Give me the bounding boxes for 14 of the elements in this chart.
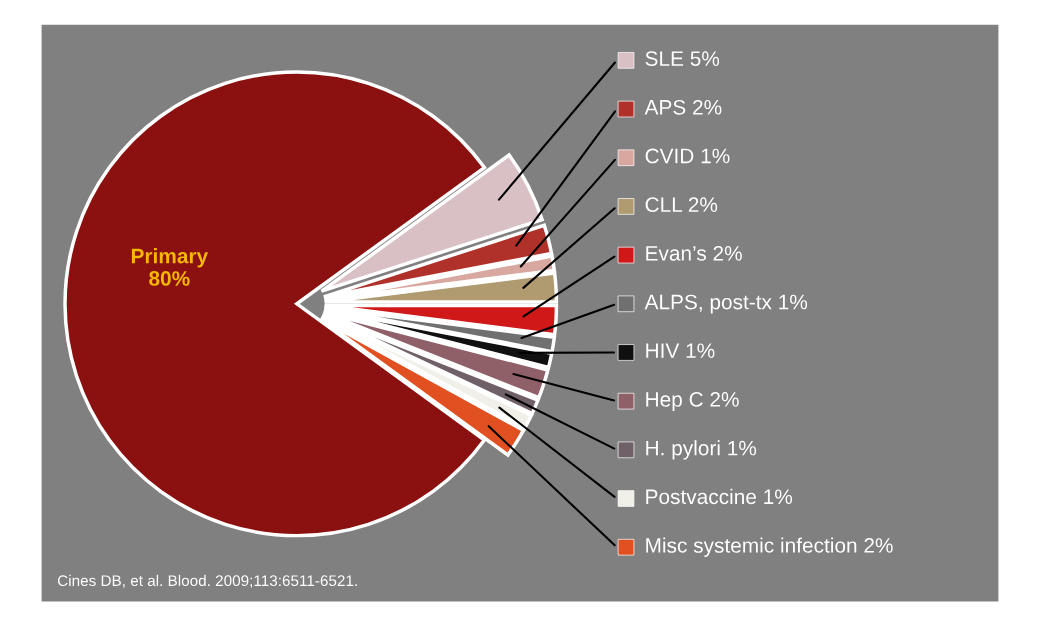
legend-label: CLL 2% [645,197,718,213]
legend-label: H. pylori 1% [646,440,757,460]
legend-label: ALPS, post-tx 1% [644,294,808,314]
legend-label: SLE 5% [645,51,720,66]
legend-label: CVID 1% [645,148,730,164]
data-label: 80% [149,271,190,286]
legend-label: Postvaccine 1% [646,488,793,505]
legend-label: Evan’s 2% [646,245,742,261]
legend-label: HIV 1% [646,343,715,358]
slice-label: Primary [131,248,209,268]
legend-label: APS 2% [644,99,722,115]
legend-label: Misc systemic infection 2% [646,537,893,557]
legend-label: Hep C 2% [646,392,739,411]
text: Cines DB, et al. Blood. 2009;113:6511-6521. [57,574,357,588]
